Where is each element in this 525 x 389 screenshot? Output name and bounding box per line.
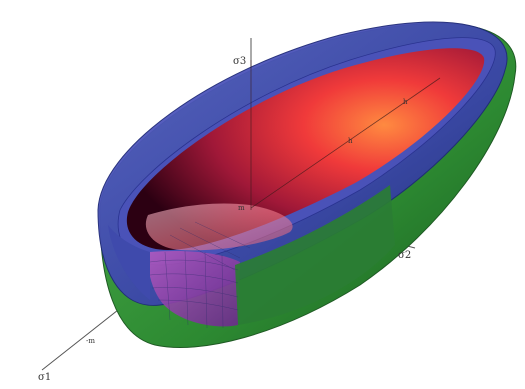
tick-label-m: m xyxy=(238,204,245,212)
front-cutaway xyxy=(108,185,395,327)
sigma3-axis-label: σ3 xyxy=(233,56,246,67)
tick-label-h-2: h xyxy=(403,98,408,106)
inner-yield-surface xyxy=(126,48,485,250)
surface-mesh xyxy=(149,221,251,329)
inner-highlight-patch xyxy=(145,203,293,251)
purple-cut-face xyxy=(148,251,240,327)
inner-axis-lines xyxy=(250,60,441,210)
sigma2-axis-label: σ2 xyxy=(398,250,411,261)
tick-label-neg-m: -m xyxy=(86,337,95,345)
green-cut-face xyxy=(235,185,395,325)
blue-front-lip xyxy=(108,225,150,300)
sigma1-axis-label: σ1 xyxy=(38,372,51,383)
tick-label-h-1: h xyxy=(348,137,353,145)
